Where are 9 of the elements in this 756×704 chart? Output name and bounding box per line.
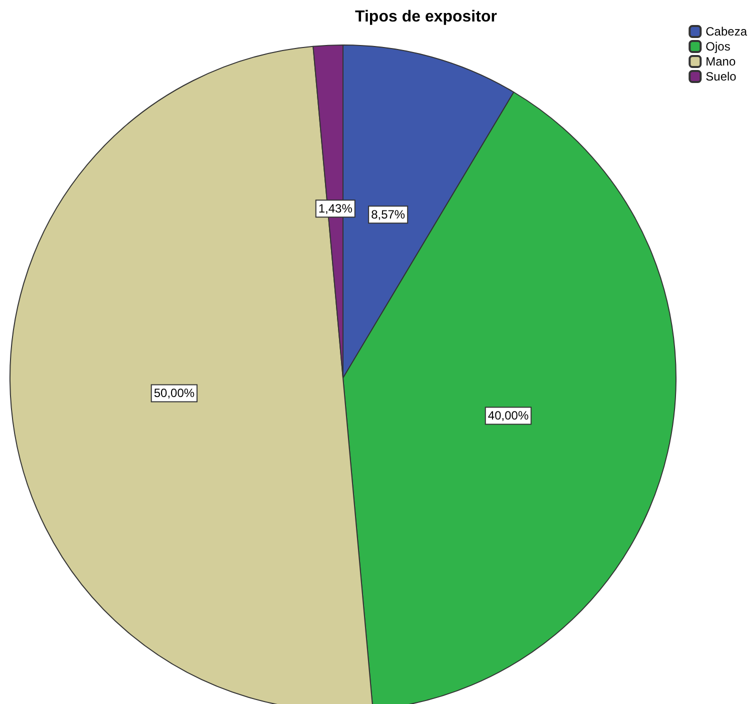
chart-title: Tipos de expositor (355, 8, 497, 26)
data-label: 40,00% (488, 408, 529, 423)
legend-label: Cabeza (706, 24, 748, 38)
legend-label: Ojos (706, 40, 730, 54)
data-label: 1,43% (318, 202, 353, 216)
legend-label: Suelo (706, 70, 737, 84)
data-label: 50,00% (154, 386, 195, 400)
legend-label: Mano (706, 54, 736, 68)
data-label: 8,57% (371, 208, 406, 222)
